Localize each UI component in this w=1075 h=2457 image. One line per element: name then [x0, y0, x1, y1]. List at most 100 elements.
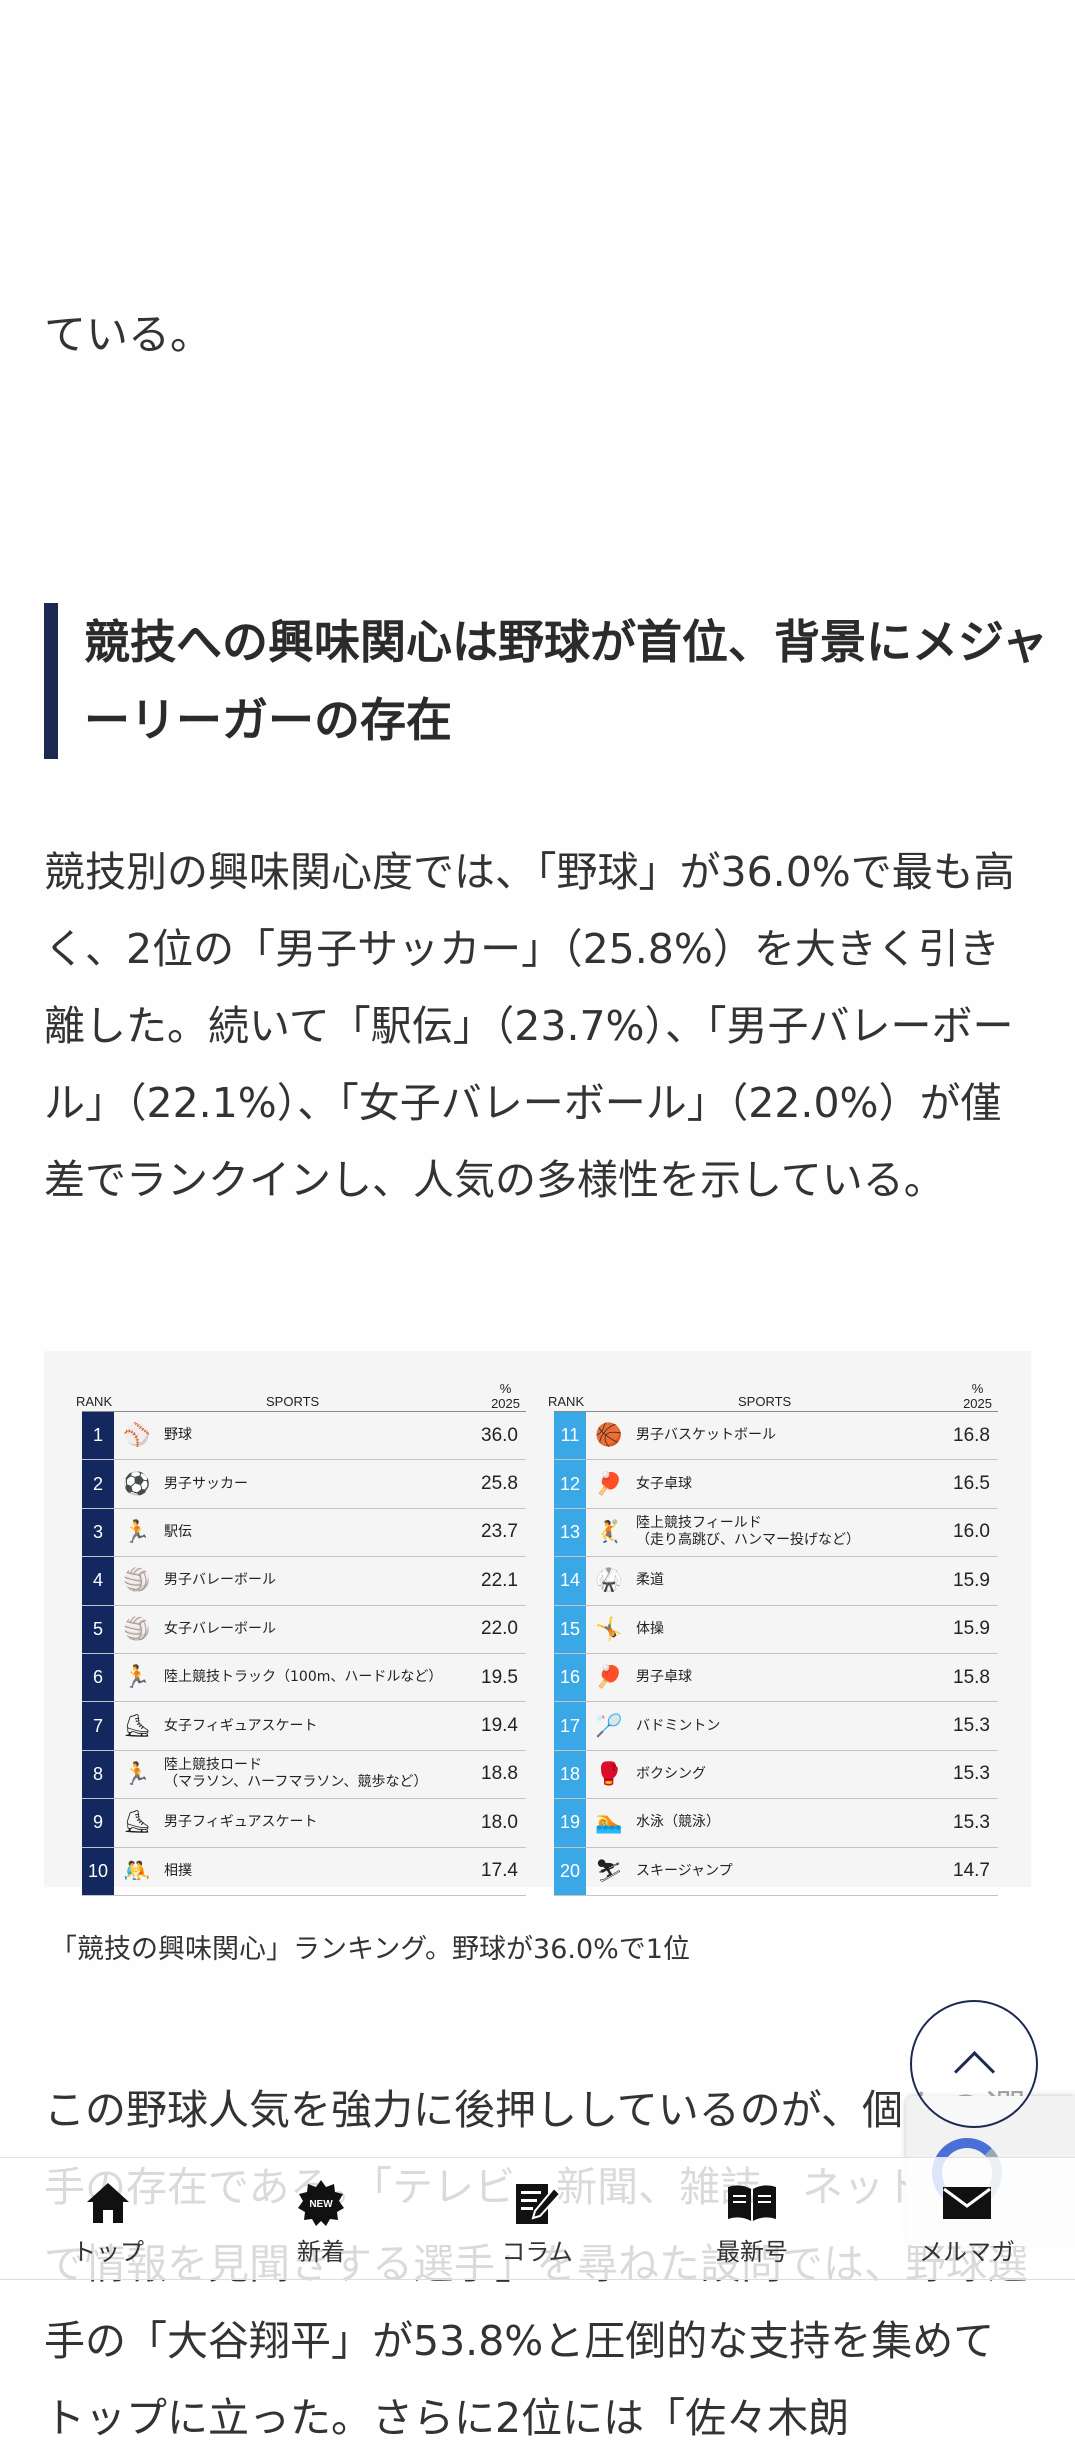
sport-name-text: 男子バスケットボール [636, 1427, 776, 1444]
sport-name-text: 陸上競技ロード [164, 1757, 262, 1774]
nav-item-label: コラム [501, 2238, 573, 2266]
percentage-value: 19.5 [481, 1666, 518, 1688]
rank-number: 8 [82, 1750, 114, 1799]
ranking-row: 10 🤼 相撲 17.4 [82, 1847, 526, 1896]
nav-item-label: メルマガ [919, 2238, 1015, 2266]
ranking-row: 5 🏐 女子バレーボール 22.0 [82, 1605, 526, 1654]
sport-name-text: 女子フィギュアスケート [164, 1717, 318, 1734]
ranking-row: 3 🏃 駅伝 23.7 [82, 1508, 526, 1558]
ranking-panel-left: RANK SPORTS % 2025 1 ⚾ 野球 36.0 2 ⚽ 男子サッカー 25.8 3 🏃… [76, 1375, 526, 1896]
baseball-icon: ⚾ [123, 1423, 151, 1449]
nav-item-label: 最新号 [716, 2238, 788, 2266]
rank-number: 19 [554, 1799, 586, 1847]
section-heading: 競技への興味関心は野球が首位、背景にメジャーリーガーの存在 [44, 603, 1052, 760]
ranking-row: 2 ⚽ 男子サッカー 25.8 [82, 1460, 526, 1509]
percentage-value: 15.8 [953, 1666, 990, 1688]
sport-name: 男子卓球 [636, 1654, 926, 1701]
ski-jump-icon: ⛷ [595, 1858, 623, 1884]
swimming-icon: 🏊 [595, 1810, 623, 1836]
percentage-value: 15.3 [953, 1715, 990, 1737]
chevron-up-icon [953, 2050, 995, 2092]
sport-name: 体操 [636, 1606, 926, 1653]
ekiden-icon: 🏃 [123, 1519, 151, 1545]
sport-name: 男子フィギュアスケート [164, 1799, 454, 1846]
scroll-to-top-button[interactable] [910, 2000, 1038, 2128]
percentage-value: 16.5 [953, 1473, 990, 1495]
nav-item-newsletter[interactable]: メルマガ [892, 2178, 1042, 2267]
sport-name-text: 男子バレーボール [164, 1572, 276, 1589]
volleyball-icon: 🏐 [123, 1616, 151, 1642]
ranking-row: 11 🏀 男子バスケットボール 16.8 [554, 1412, 998, 1461]
ranking-row: 1 ⚾ 野球 36.0 [82, 1412, 526, 1461]
ranking-figure: RANK SPORTS % 2025 1 ⚾ 野球 36.0 2 ⚽ 男子サッカー 25.8 3 🏃… [44, 1351, 1031, 1896]
road-race-icon: 🏃 [123, 1761, 151, 1787]
percentage-value: 18.8 [481, 1763, 518, 1785]
rank-number: 9 [82, 1799, 114, 1847]
ranking-row: 7 ⛸ 女子フィギュアスケート 19.4 [82, 1702, 526, 1751]
field-icon: 🤾 [595, 1519, 623, 1545]
article-paragraph: 競技別の興味関心度では、「野球」が36.0%で最も高く、2位の「男子サッカー」（… [44, 848, 1015, 1204]
bottom-navigation: トップ NEW 新着 コラム 最新号 メルマガ [0, 2157, 1075, 2280]
sport-name-text: 水泳（競泳） [636, 1814, 720, 1831]
previous-paragraph-end: ている。 [44, 310, 213, 359]
sport-name-text: 女子バレーボール [164, 1620, 276, 1637]
ranking-row: 14 🥋 柔道 15.9 [554, 1557, 998, 1606]
figure-caption: 「競技の興味関心」ランキング。野球が36.0%で1位 [50, 1934, 690, 1965]
ranking-rows-right: 11 🏀 男子バスケットボール 16.8 12 🏓 女子卓球 16.5 13 🤾 陸上競技フィールド… [554, 1411, 998, 1896]
table-tennis-icon: 🏓 [595, 1471, 623, 1497]
sport-name-text: 陸上競技フィールド [636, 1515, 762, 1532]
article-body: ている。 競技への興味関心は野球が首位、背景にメジャーリーガーの存在 競技別の興… [0, 155, 1075, 2442]
judo-icon: 🥋 [595, 1568, 623, 1594]
sport-name: 相撲 [164, 1848, 454, 1895]
sport-name: 女子バレーボール [164, 1606, 454, 1653]
nav-item-latest-issue[interactable]: 最新号 [677, 2178, 827, 2267]
sport-name: 陸上競技トラック（100m、ハードルなど） [164, 1654, 454, 1701]
sport-name: 女子卓球 [636, 1460, 926, 1507]
svg-text:NEW: NEW [309, 2199, 333, 2210]
sport-name: ボクシング [636, 1751, 926, 1798]
percentage-value: 36.0 [481, 1424, 518, 1446]
nav-item-column[interactable]: コラム [462, 2178, 612, 2267]
footer-divider [0, 2279, 1075, 2280]
sport-name-detail: （走り高跳び、ハンマー投げなど） [636, 1532, 860, 1549]
rank-number: 14 [554, 1557, 586, 1605]
percentage-value: 16.0 [953, 1521, 990, 1543]
sport-name-text: 男子卓球 [636, 1669, 692, 1686]
ranking-row: 19 🏊 水泳（競泳） 15.3 [554, 1799, 998, 1848]
ranking-rows-left: 1 ⚾ 野球 36.0 2 ⚽ 男子サッカー 25.8 3 🏃 駅伝 23.7 4 🏐 男子バレーボール 22… [82, 1411, 526, 1896]
sport-name-text: バドミントン [636, 1717, 721, 1734]
mail-icon [892, 2178, 1042, 2228]
sport-name-text: 男子サッカー [164, 1475, 248, 1492]
column-edit-icon [462, 2178, 612, 2228]
boxing-icon: 🥊 [595, 1761, 623, 1787]
percentage-value: 15.9 [953, 1618, 990, 1640]
ranking-row: 16 🏓 男子卓球 15.8 [554, 1653, 998, 1703]
sport-name: 女子フィギュアスケート [164, 1702, 454, 1749]
nav-item-new[interactable]: NEW 新着 [246, 2178, 396, 2267]
sport-name-text: 女子卓球 [636, 1475, 692, 1492]
sport-name: バドミントン [636, 1702, 926, 1749]
sport-name-text: 相撲 [164, 1862, 192, 1879]
sport-name: 柔道 [636, 1557, 926, 1604]
sport-name-text: 体操 [636, 1620, 664, 1637]
volleyball-icon: 🏐 [123, 1568, 151, 1594]
ranking-row: 4 🏐 男子バレーボール 22.1 [82, 1557, 526, 1606]
ranking-header: RANK SPORTS % 2025 [76, 1375, 526, 1411]
ranking-row: 17 🏸 バドミントン 15.3 [554, 1702, 998, 1751]
ranking-row: 20 ⛷ スキージャンプ 14.7 [554, 1847, 998, 1896]
percent-column-header: % 2025 [491, 1381, 520, 1411]
percentage-value: 22.1 [481, 1569, 518, 1591]
sport-name-text: 駅伝 [164, 1523, 192, 1540]
rank-number: 10 [82, 1847, 114, 1895]
rank-number: 11 [554, 1412, 586, 1460]
ranking-row: 8 🏃 陸上競技ロード （マラソン、ハーフマラソン、競歩など） 18.8 [82, 1750, 526, 1800]
percentage-value: 15.3 [953, 1811, 990, 1833]
percent-column-header: % 2025 [963, 1381, 992, 1411]
soccer-icon: ⚽ [123, 1471, 151, 1497]
open-book-icon [677, 2178, 827, 2228]
ranking-header: RANK SPORTS % 2025 [548, 1375, 998, 1411]
sport-name-text: スキージャンプ [636, 1862, 733, 1879]
sport-name: 駅伝 [164, 1509, 454, 1556]
nav-item-top[interactable]: トップ [33, 2178, 183, 2267]
sports-column-header: SPORTS [738, 1394, 792, 1409]
